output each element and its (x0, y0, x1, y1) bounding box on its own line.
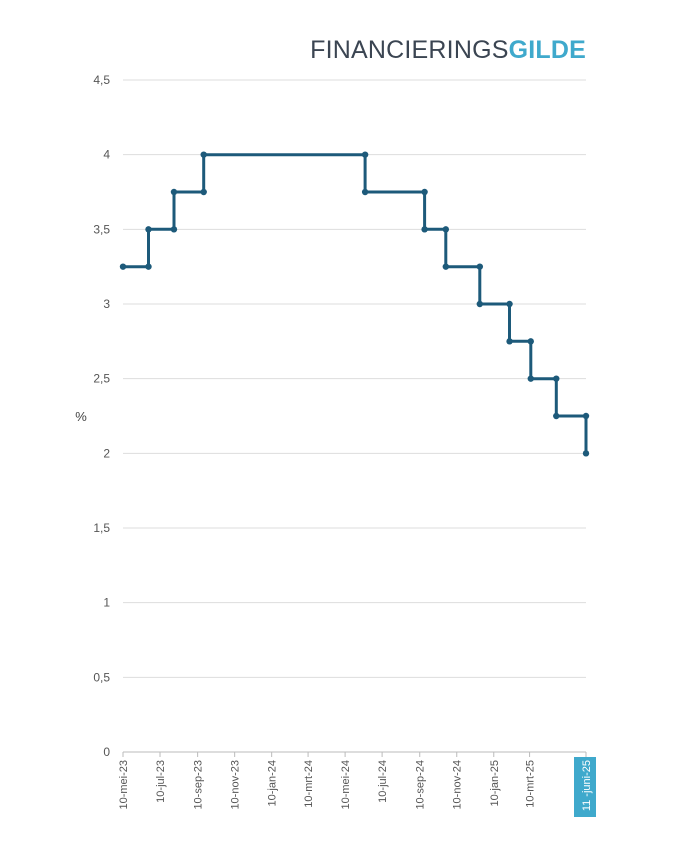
data-point (145, 263, 152, 270)
data-point (442, 263, 450, 270)
y-tick-label: 1 (103, 596, 110, 610)
x-tick-label: 10-sep-23 (193, 760, 205, 810)
data-point (361, 188, 369, 196)
logo-text-part2: GILDE (508, 36, 586, 64)
data-point (442, 226, 450, 233)
y-tick-label: 3,5 (93, 222, 110, 236)
data-point (119, 263, 127, 270)
data-point (506, 338, 513, 345)
x-tick-label: 10-nov-24 (452, 760, 464, 810)
x-tick-label: 10-mei-23 (118, 760, 130, 810)
logo-text-part1: FINANCIERINGS (310, 36, 509, 64)
x-tick-label: 10-mei-24 (340, 760, 352, 810)
data-point (421, 226, 428, 233)
y-axis-ticks: 0 0,5 1 1,5 2 2,5 3 3,5 4 4,5 (93, 73, 110, 759)
x-tick-label: 10-jan-24 (267, 760, 279, 806)
data-point (582, 450, 590, 457)
x-tick-label: 10-jan-25 (489, 760, 501, 806)
x-axis-ticks: 10-mei-23 10-jul-23 10-sep-23 10-nov-23 10-j… (118, 752, 596, 817)
gridlines (123, 79, 586, 678)
data-point (582, 412, 590, 420)
x-tick-label: 10-sep-24 (415, 760, 427, 810)
y-tick-label: 4,5 (93, 73, 110, 87)
x-tick-label: 11 -juni-25 (581, 760, 593, 811)
data-point (145, 226, 152, 233)
data-point (506, 300, 513, 308)
data-point (476, 300, 484, 308)
y-axis-label: % (75, 409, 87, 424)
data-point (476, 263, 484, 270)
x-tick-label: 10-mrt-25 (525, 760, 537, 808)
data-point (421, 188, 428, 196)
y-tick-label: 2,5 (93, 372, 110, 386)
y-tick-label: 0 (103, 745, 110, 759)
data-point (200, 151, 207, 158)
x-tick-highlight (574, 757, 596, 817)
x-tick-label: 10-jul-23 (155, 760, 167, 803)
y-tick-label: 4 (103, 148, 110, 162)
x-tick-label: 10-jul-24 (377, 760, 389, 803)
y-tick-label: 2 (103, 446, 110, 460)
data-point (553, 375, 560, 382)
data-point (553, 412, 560, 420)
x-tick-label: 10-mrt-24 (303, 760, 315, 808)
y-tick-label: 0,5 (93, 670, 110, 684)
data-point (527, 338, 534, 345)
data-point (200, 188, 207, 196)
y-tick-label: 3 (103, 297, 110, 311)
series-rate (119, 151, 590, 457)
data-point (527, 375, 534, 382)
y-tick-label: 1,5 (93, 521, 110, 535)
financieringsgilde-logo: FINANCIERINGSGILDE (310, 36, 586, 65)
data-point (170, 226, 178, 233)
x-tick-label: 10-nov-23 (230, 760, 242, 810)
data-point (170, 188, 178, 196)
data-point (361, 151, 369, 158)
